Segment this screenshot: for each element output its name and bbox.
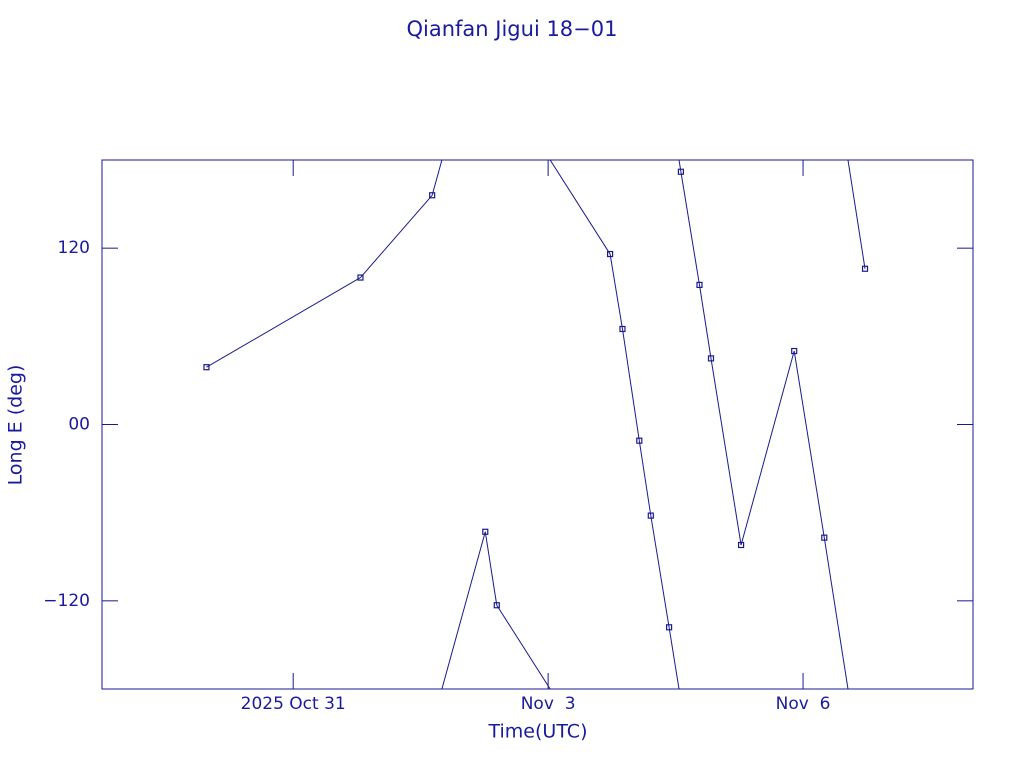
line-segment [206,277,361,368]
x-tick-label: Nov 3 [521,694,576,714]
point [203,364,210,371]
x-tick-label: 2025 Oct 31 [241,694,346,714]
chart-title: Qianfan Jigui 18−01 [406,17,617,41]
point [791,347,798,355]
point [665,624,673,631]
line-segment [793,350,825,538]
plot-area [203,160,869,689]
point [357,274,364,281]
point [482,528,489,535]
y-tick-label: −120 [43,591,90,611]
plot-frame [101,159,974,690]
point [429,192,436,199]
line-segment [496,604,551,689]
line-segment [710,358,742,546]
line-segment [678,160,682,172]
line-segment [668,627,680,689]
point [821,534,828,541]
line-segment [740,350,795,546]
y-axis-label: Long E (deg) [5,365,27,486]
y-tick-label: 120 [58,238,90,258]
line-segment [680,171,700,285]
line-segment [847,160,866,269]
y-tick-label: 00 [68,415,90,435]
point [493,602,500,609]
line-segment [638,440,652,516]
point [606,250,614,258]
line-segment [441,531,486,689]
line-segment [621,328,640,441]
line-segment [698,284,712,359]
point [861,265,869,272]
line-segment [609,253,623,330]
line-segment [823,537,849,689]
point [677,168,684,175]
point [696,281,703,289]
line-segment [431,160,443,196]
x-axis-label: Time(UTC) [488,721,588,743]
point [636,437,643,444]
x-tick-label: Nov 6 [776,694,831,714]
line-segment [549,160,611,255]
point [737,541,745,549]
point [707,355,715,362]
line-segment [360,194,433,278]
point [619,325,626,333]
line-segment [650,515,670,628]
point [647,512,654,519]
line-segment [484,531,498,606]
